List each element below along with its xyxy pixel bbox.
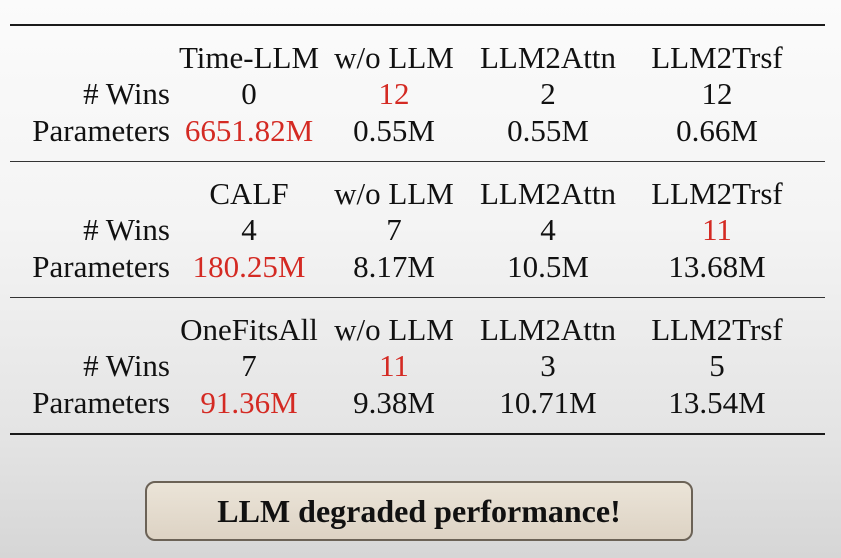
wins-cell: 2 — [540, 75, 556, 111]
bottom-rule — [10, 433, 825, 435]
column-header: w/o LLM — [334, 311, 454, 347]
column-header: OneFitsAll — [180, 311, 318, 347]
wins-cell: 12 — [701, 75, 733, 111]
row-label-parameters: Parameters — [32, 384, 170, 420]
parameters-cell: 8.17M — [353, 248, 435, 284]
wins-cell-highlight: 11 — [379, 347, 409, 383]
wins-cell: 7 — [241, 347, 257, 383]
column-header: LLM2Attn — [479, 175, 617, 211]
row-label-parameters: Parameters — [32, 248, 170, 284]
wins-cell: 5 — [709, 347, 725, 383]
parameters-cell: 10.5M — [507, 248, 589, 284]
column-header: LLM2Trsf — [651, 311, 783, 347]
column-header: LLM2Trsf — [651, 39, 783, 75]
table-header-row: OneFitsAll w/o LLM LLM2Attn LLM2Trsf — [10, 311, 825, 347]
column-header: LLM2Attn — [479, 311, 617, 347]
parameters-cell: 0.55M — [507, 112, 589, 148]
row-label-wins: # Wins — [83, 211, 170, 247]
wins-row: # Wins 0 12 2 12 — [10, 75, 825, 111]
column-header: LLM2Attn — [479, 39, 617, 75]
wins-cell: 0 — [241, 75, 257, 111]
parameters-cell: 13.68M — [668, 248, 766, 284]
wins-cell: 3 — [540, 347, 556, 383]
column-header: w/o LLM — [334, 175, 454, 211]
table-header-row: Time-LLM w/o LLM LLM2Attn LLM2Trsf — [10, 39, 825, 75]
comparison-table: Time-LLM w/o LLM LLM2Attn LLM2Trsf # Win… — [10, 24, 825, 435]
wins-cell: 4 — [241, 211, 257, 247]
group-divider — [10, 161, 825, 162]
column-header: LLM2Trsf — [651, 175, 783, 211]
wins-cell-highlight: 11 — [702, 211, 732, 247]
wins-row: # Wins 7 11 3 5 — [10, 347, 825, 383]
parameters-row: Parameters 6651.82M 0.55M 0.55M 0.66M — [10, 111, 825, 149]
parameters-row: Parameters 91.36M 9.38M 10.71M 13.54M — [10, 383, 825, 421]
parameters-cell-highlight: 6651.82M — [184, 112, 314, 148]
row-label-wins: # Wins — [83, 75, 170, 111]
parameters-cell-highlight: 180.25M — [192, 248, 306, 284]
parameters-cell: 0.55M — [353, 112, 435, 148]
row-label-wins: # Wins — [83, 347, 170, 383]
parameters-cell: 13.54M — [668, 384, 766, 420]
table-header-row: CALF w/o LLM LLM2Attn LLM2Trsf — [10, 175, 825, 211]
table-group-calf: CALF w/o LLM LLM2Attn LLM2Trsf # Wins 4 … — [10, 162, 825, 297]
group-divider — [10, 297, 825, 298]
conclusion-banner: LLM degraded performance! — [145, 481, 693, 541]
table-group-onefitsall: OneFitsAll w/o LLM LLM2Attn LLM2Trsf # W… — [10, 298, 825, 433]
column-header: w/o LLM — [334, 39, 454, 75]
column-header: CALF — [209, 175, 289, 211]
top-rule — [10, 24, 825, 26]
wins-cell-highlight: 12 — [378, 75, 410, 111]
row-label-parameters: Parameters — [32, 112, 170, 148]
column-header: Time-LLM — [178, 39, 320, 75]
parameters-cell: 9.38M — [353, 384, 435, 420]
parameters-cell: 0.66M — [676, 112, 758, 148]
parameters-cell: 10.71M — [499, 384, 597, 420]
wins-row: # Wins 4 7 4 11 — [10, 211, 825, 247]
parameters-cell-highlight: 91.36M — [200, 384, 298, 420]
wins-cell: 4 — [540, 211, 556, 247]
table-group-time-llm: Time-LLM w/o LLM LLM2Attn LLM2Trsf # Win… — [10, 26, 825, 161]
wins-cell: 7 — [386, 211, 402, 247]
banner-text: LLM degraded performance! — [217, 492, 621, 529]
parameters-row: Parameters 180.25M 8.17M 10.5M 13.68M — [10, 247, 825, 285]
